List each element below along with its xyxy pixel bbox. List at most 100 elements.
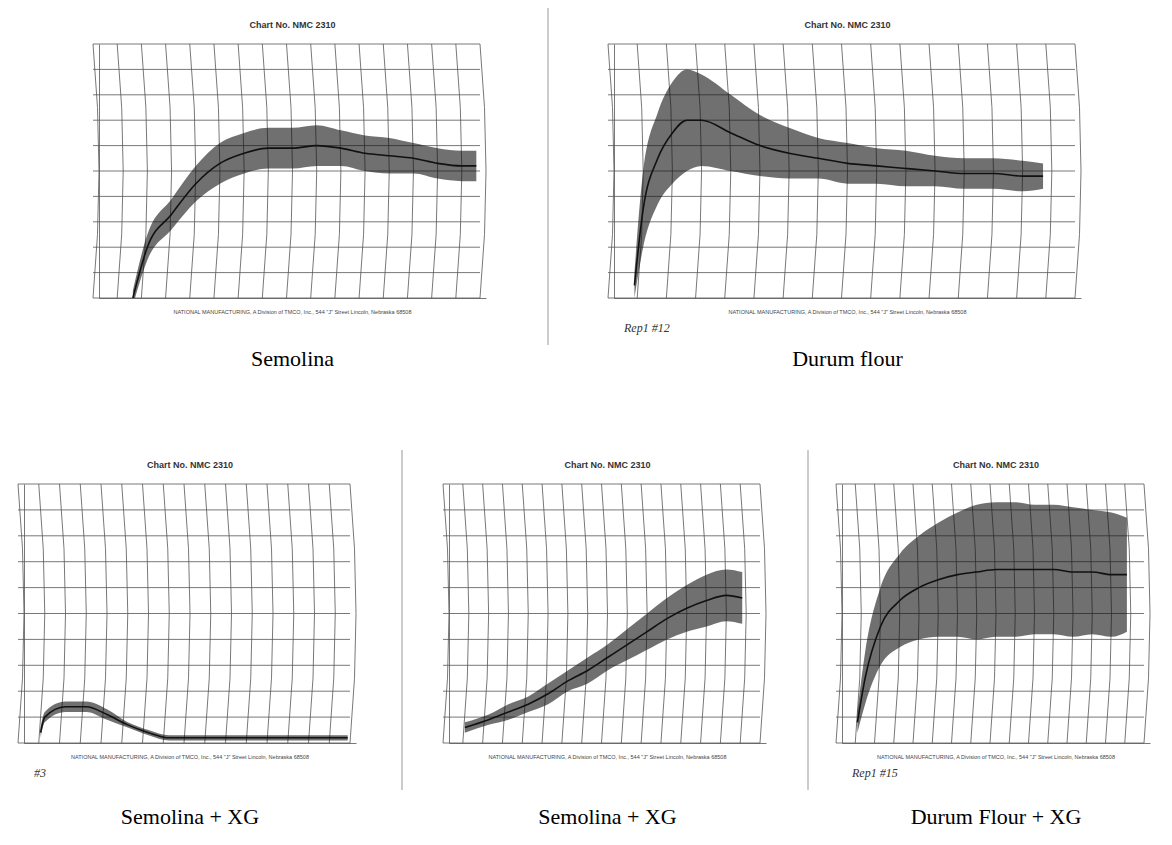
panel: Chart No. NMC 2310 NATIONAL MANUFACTURING… <box>443 460 767 760</box>
grid-line-x <box>350 484 356 743</box>
grid-line-x <box>359 44 365 298</box>
grid-line-x <box>335 44 341 298</box>
grid-line-x <box>1046 44 1052 298</box>
grid-line-x <box>311 44 317 298</box>
chart-footer: NATIONAL MANUFACTURING, A Division of TM… <box>489 754 727 760</box>
grid-line-x <box>205 484 211 743</box>
grid-line-x <box>287 44 293 298</box>
grid <box>836 484 1150 743</box>
trace-line <box>133 146 476 298</box>
separator <box>402 450 403 790</box>
axis-line <box>614 45 615 299</box>
chart-footer: NATIONAL MANUFACTURING, A Division of TM… <box>71 754 309 760</box>
x-axis <box>450 743 767 745</box>
grid-line-x <box>602 484 608 743</box>
grid-line-y <box>608 272 1075 273</box>
grid-line-y <box>93 120 480 121</box>
marks <box>857 502 1127 733</box>
panel-caption: Semolina + XG <box>538 804 676 829</box>
grid-line-x <box>562 484 568 743</box>
y-axis <box>842 485 844 744</box>
annotation: #3 <box>34 766 46 780</box>
panel-caption: Semolina + XG <box>121 804 259 829</box>
axis-line <box>449 485 450 744</box>
grid-line-y <box>18 509 350 510</box>
chart-header: Chart No. NMC 2310 <box>953 460 1039 470</box>
trace-band <box>41 702 348 741</box>
panel: Chart No. NMC 2310 NATIONAL MANUFACTURING… <box>836 460 1151 780</box>
grid-line-x <box>1075 44 1081 298</box>
grid-line-y <box>18 613 350 614</box>
grid-line-x <box>117 44 123 298</box>
grid-line-x <box>641 484 647 743</box>
y-axis <box>449 485 451 744</box>
grid-line-y <box>443 561 760 562</box>
grid-line-y <box>836 717 1144 718</box>
grid-line-y <box>443 509 760 510</box>
grid-line-y <box>608 69 1075 70</box>
grid-line-y <box>608 196 1075 197</box>
grid-line-y <box>93 196 480 197</box>
grid-line-y <box>608 247 1075 248</box>
grid-line-y <box>443 691 760 692</box>
grid-line-y <box>93 221 480 222</box>
grid-line-x <box>267 484 273 743</box>
grid-line-x <box>725 44 731 298</box>
grid-line-x <box>143 484 149 743</box>
grid-line-y <box>93 69 480 70</box>
axis-line <box>450 743 767 744</box>
x-axis <box>25 743 357 745</box>
grid-line-x <box>101 484 107 743</box>
axis-line <box>615 298 1082 299</box>
grid <box>608 44 1081 298</box>
grid-line-x <box>262 44 268 298</box>
grid-line-y <box>18 717 350 718</box>
panel: Chart No. NMC 2310NATIONAL MANUFACTURING… <box>93 20 487 315</box>
axis-line <box>25 743 357 744</box>
grid-line-x <box>288 484 294 743</box>
panel-caption: Semolina <box>251 346 334 371</box>
grid-line-x <box>582 484 588 743</box>
axis-line <box>843 743 1151 744</box>
y-axis <box>24 485 26 744</box>
panel-caption: Durum Flour + XG <box>911 804 1082 829</box>
grid-line-x <box>39 484 45 743</box>
grid-line-x <box>18 484 24 743</box>
grid <box>18 484 356 743</box>
grid-line-y <box>18 691 350 692</box>
grid-line-y <box>18 665 350 666</box>
separator <box>548 8 549 345</box>
x-axis <box>100 298 487 300</box>
grid-line-y <box>443 639 760 640</box>
figure: Chart No. NMC 2310 NATIONAL MANUFACTURING… <box>0 0 1172 845</box>
grid-line-x <box>184 484 190 743</box>
grid-line-x <box>122 484 128 743</box>
chart-header: Chart No. NMC 2310 <box>249 20 335 30</box>
marks <box>41 702 348 741</box>
grid-line-x <box>480 44 486 298</box>
trace-band <box>857 502 1127 733</box>
grid-line-y <box>443 535 760 536</box>
marks <box>465 569 742 732</box>
grid-line-x <box>329 484 335 743</box>
y-axis <box>614 45 616 299</box>
chart-header: Chart No. NMC 2310 <box>564 460 650 470</box>
axis-line <box>24 485 25 744</box>
grid-line-y <box>18 561 350 562</box>
chart-header: Chart No. NMC 2310 <box>147 460 233 470</box>
grid-line-y <box>18 639 350 640</box>
grid-line-x <box>621 484 627 743</box>
background <box>0 0 1172 845</box>
grid-line-x <box>608 44 614 298</box>
grid-line-y <box>93 272 480 273</box>
chart-header: Chart No. NMC 2310 <box>804 20 890 30</box>
grid-line-x <box>309 484 315 743</box>
chart-footer: NATIONAL MANUFACTURING, A Division of TM… <box>877 754 1115 760</box>
grid-line-x <box>443 484 449 743</box>
grid-line-x <box>1144 484 1150 743</box>
annotation: Rep1 #12 <box>623 321 670 335</box>
grid-line-x <box>226 484 232 743</box>
marks <box>634 69 1043 298</box>
trace-line <box>465 595 742 727</box>
chart-footer: NATIONAL MANUFACTURING, A Division of TM… <box>729 309 967 315</box>
